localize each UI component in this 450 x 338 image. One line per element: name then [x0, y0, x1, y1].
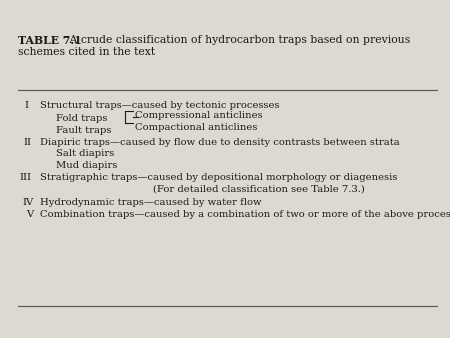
Text: Fold traps: Fold traps: [56, 114, 108, 123]
Text: Diapiric traps—caused by flow due to density contrasts between strata: Diapiric traps—caused by flow due to den…: [40, 138, 400, 147]
Text: TABLE 7.1: TABLE 7.1: [18, 35, 82, 47]
Text: Compressional anticlines: Compressional anticlines: [135, 111, 263, 120]
Text: Salt diapirs: Salt diapirs: [56, 149, 114, 159]
Text: Stratigraphic traps—caused by depositional morphology or diagenesis: Stratigraphic traps—caused by deposition…: [40, 173, 398, 182]
Text: Hydrodynamic traps—caused by water flow: Hydrodynamic traps—caused by water flow: [40, 198, 262, 207]
Text: I: I: [25, 101, 29, 111]
Text: Mud diapirs: Mud diapirs: [56, 161, 117, 170]
Text: II: II: [24, 138, 32, 147]
Text: (For detailed classification see Table 7.3.): (For detailed classification see Table 7…: [153, 185, 365, 194]
Text: Compactional anticlines: Compactional anticlines: [135, 123, 257, 132]
Text: Combination traps—caused by a combination of two or more of the above processes: Combination traps—caused by a combinatio…: [40, 210, 450, 219]
Text: Structural traps—caused by tectonic processes: Structural traps—caused by tectonic proc…: [40, 101, 280, 111]
Text: V: V: [26, 210, 33, 219]
Text: III: III: [20, 173, 32, 182]
Text: Fault traps: Fault traps: [56, 126, 112, 135]
Text: A crude classification of hydrocarbon traps based on previous: A crude classification of hydrocarbon tr…: [59, 35, 411, 46]
Text: schemes cited in the text: schemes cited in the text: [18, 47, 155, 57]
Text: IV: IV: [22, 198, 34, 207]
